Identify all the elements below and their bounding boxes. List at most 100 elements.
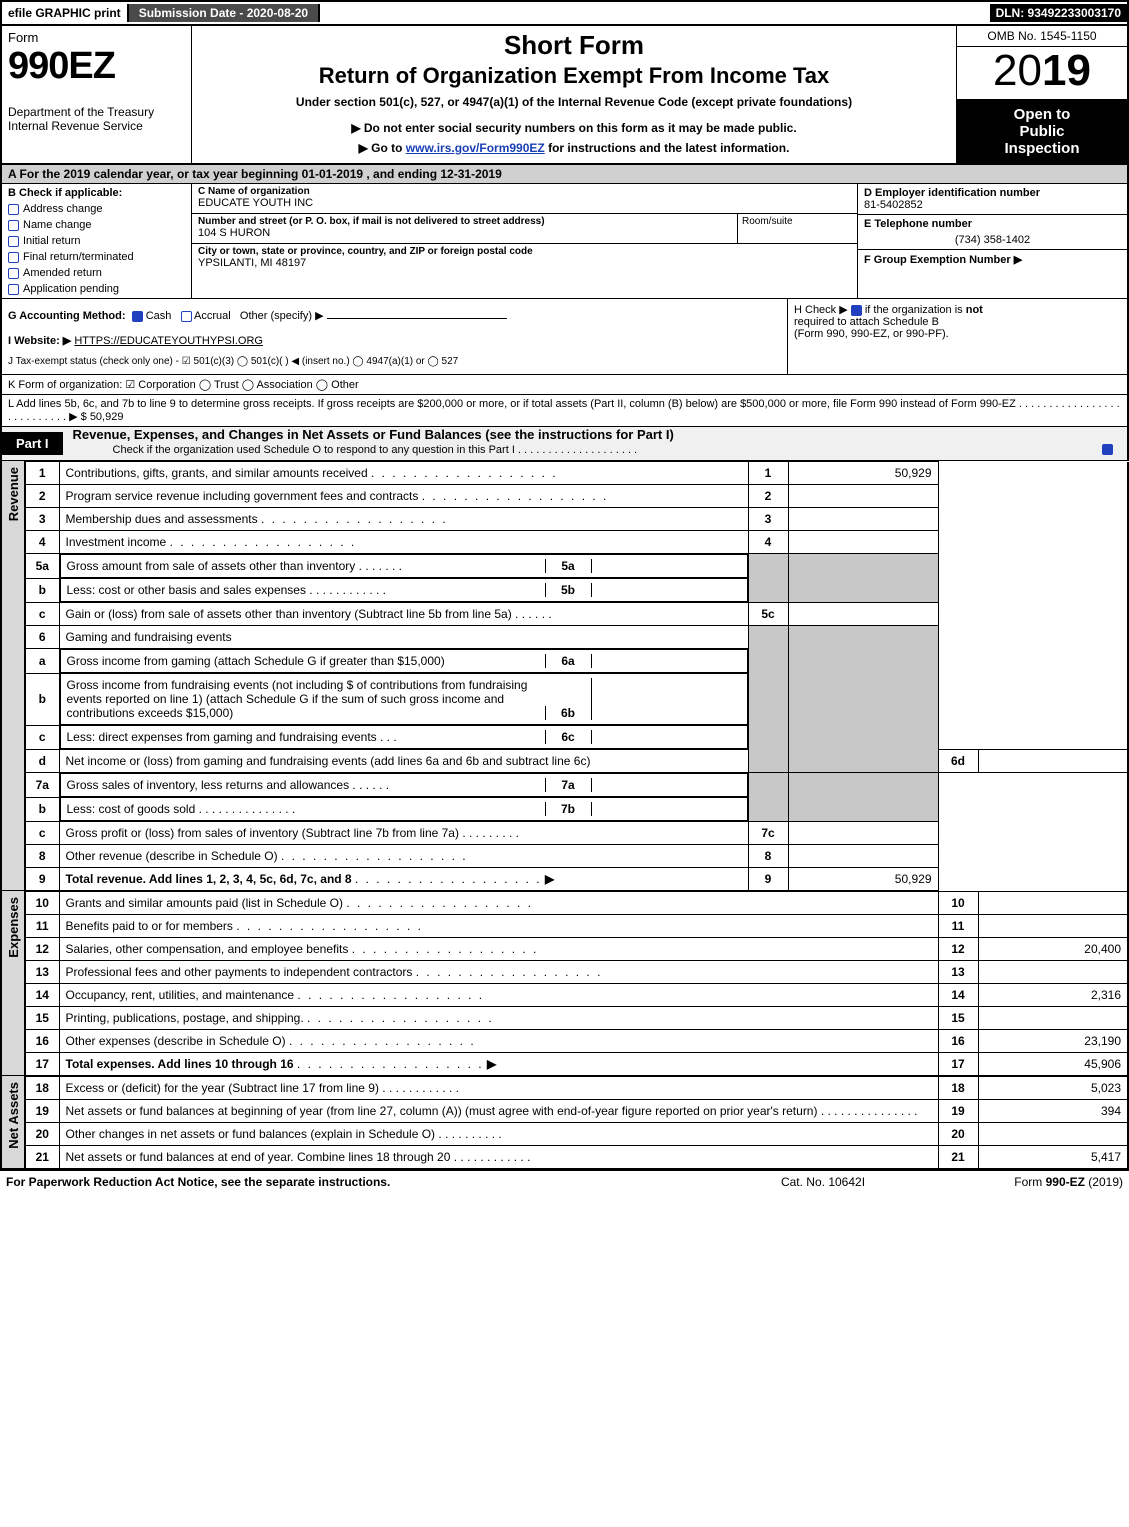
- info-block: B Check if applicable: Address change Na…: [0, 184, 1129, 299]
- row-21: 21Net assets or fund balances at end of …: [25, 1146, 1128, 1170]
- goto-post: for instructions and the latest informat…: [545, 141, 790, 155]
- row-5c: cGain or (loss) from sale of assets othe…: [25, 603, 1128, 626]
- row-13: 13Professional fees and other payments t…: [25, 961, 1128, 984]
- inspection-label: Inspection: [961, 140, 1123, 157]
- row-1: 1Contributions, gifts, grants, and simil…: [25, 462, 1128, 485]
- dln: DLN: 93492233003170: [990, 4, 1127, 22]
- l-line: L Add lines 5b, 6c, and 7b to line 9 to …: [0, 395, 1129, 427]
- under-section: Under section 501(c), 527, or 4947(a)(1)…: [202, 95, 946, 109]
- checkbox-checked-icon: [132, 311, 143, 322]
- row-7a: 7aGross sales of inventory, less returns…: [25, 773, 1128, 798]
- row-8: 8Other revenue (describe in Schedule O) …: [25, 845, 1128, 868]
- revenue-section: Revenue 1Contributions, gifts, grants, a…: [0, 461, 1129, 891]
- checkbox-icon: [8, 204, 19, 215]
- checkbox-icon: [8, 252, 19, 263]
- row-19: 19Net assets or fund balances at beginni…: [25, 1100, 1128, 1123]
- return-title: Return of Organization Exempt From Incom…: [202, 63, 946, 89]
- open-to-public: Open to Public Inspection: [957, 100, 1127, 163]
- chk-initial-return[interactable]: Initial return: [8, 235, 185, 247]
- chk-label: Address change: [23, 203, 103, 215]
- chk-label: Amended return: [23, 267, 102, 279]
- form-header: Form 990EZ Department of the Treasury In…: [0, 26, 1129, 165]
- public-label: Public: [961, 123, 1123, 140]
- part1-tab: Part I: [2, 432, 63, 455]
- section-a: A For the 2019 calendar year, or tax yea…: [0, 165, 1129, 184]
- h-sched: required to attach Schedule B: [794, 316, 939, 328]
- row-3: 3Membership dues and assessments 3: [25, 508, 1128, 531]
- checkbox-icon: [8, 220, 19, 231]
- room-suite: Room/suite: [737, 214, 857, 243]
- row-14: 14Occupancy, rent, utilities, and mainte…: [25, 984, 1128, 1007]
- g-label: G Accounting Method:: [8, 310, 126, 322]
- chk-name-change[interactable]: Name change: [8, 219, 185, 231]
- row-15: 15Printing, publications, postage, and s…: [25, 1007, 1128, 1030]
- phone: (734) 358-1402: [864, 230, 1121, 246]
- row-20: 20Other changes in net assets or fund ba…: [25, 1123, 1128, 1146]
- website[interactable]: HTTPS://EDUCATEYOUTHYPSI.ORG: [74, 335, 263, 347]
- part1-title: Revenue, Expenses, and Changes in Net As…: [63, 427, 1127, 442]
- chk-final-return[interactable]: Final return/terminated: [8, 251, 185, 263]
- revenue-table: 1Contributions, gifts, grants, and simil…: [24, 461, 1129, 891]
- row-6b: bGross income from fundraising events (n…: [25, 673, 1128, 725]
- part1-sub-text: Check if the organization used Schedule …: [113, 444, 638, 456]
- row-7b: bLess: cost of goods sold . . . . . . . …: [25, 797, 1128, 822]
- h-not: not: [966, 304, 983, 316]
- chk-label: Initial return: [23, 235, 80, 247]
- section-h: H Check ▶ if the organization is not req…: [787, 299, 1127, 374]
- h-pre: H Check ▶: [794, 304, 851, 316]
- addr-value: 104 S HURON: [192, 227, 737, 243]
- omb-number: OMB No. 1545-1150: [957, 26, 1127, 47]
- row-6c: cLess: direct expenses from gaming and f…: [25, 725, 1128, 750]
- e-label: E Telephone number: [864, 218, 1121, 230]
- city-label: City or town, state or province, country…: [192, 244, 857, 257]
- header-right: OMB No. 1545-1150 2019 Open to Public In…: [957, 26, 1127, 163]
- page-footer: For Paperwork Reduction Act Notice, see …: [0, 1170, 1129, 1193]
- k-line: K Form of organization: ☑ Corporation ◯ …: [0, 375, 1129, 395]
- row-6a: aGross income from gaming (attach Schedu…: [25, 649, 1128, 674]
- row-9: 9Total revenue. Add lines 1, 2, 3, 4, 5c…: [25, 868, 1128, 891]
- chk-label: Application pending: [23, 283, 119, 295]
- section-c: C Name of organization EDUCATE YOUTH INC…: [192, 184, 857, 298]
- irs-link[interactable]: www.irs.gov/Form990EZ: [406, 141, 545, 155]
- header-center: Short Form Return of Organization Exempt…: [192, 26, 957, 163]
- dept-treasury: Department of the Treasury: [8, 105, 185, 119]
- ein: 81-5402852: [864, 199, 1121, 211]
- row-11: 11Benefits paid to or for members 11: [25, 915, 1128, 938]
- h-forms: (Form 990, 990-EZ, or 990-PF).: [794, 328, 949, 340]
- expenses-vlabel: Expenses: [0, 891, 24, 1076]
- j-line: J Tax-exempt status (check only one) - ☑…: [8, 353, 781, 370]
- row-16: 16Other expenses (describe in Schedule O…: [25, 1030, 1128, 1053]
- netassets-table: 18Excess or (deficit) for the year (Subt…: [24, 1076, 1129, 1170]
- row-5b: bLess: cost or other basis and sales exp…: [25, 578, 1128, 603]
- expenses-table: 10Grants and similar amounts paid (list …: [24, 891, 1129, 1076]
- row-12: 12Salaries, other compensation, and empl…: [25, 938, 1128, 961]
- d-label: D Employer identification number: [864, 187, 1121, 199]
- netassets-section: Net Assets 18Excess or (deficit) for the…: [0, 1076, 1129, 1170]
- efile-print-button[interactable]: efile GRAPHIC print: [2, 4, 129, 22]
- form-number: 990EZ: [8, 47, 185, 85]
- chk-app-pending[interactable]: Application pending: [8, 283, 185, 295]
- chk-amended[interactable]: Amended return: [8, 267, 185, 279]
- chk-address-change[interactable]: Address change: [8, 203, 185, 215]
- row-17: 17Total expenses. Add lines 10 through 1…: [25, 1053, 1128, 1076]
- row-2: 2Program service revenue including gover…: [25, 485, 1128, 508]
- c-name-label: C Name of organization: [192, 184, 857, 197]
- checkbox-icon: [8, 284, 19, 295]
- form-word: Form: [8, 30, 185, 45]
- cat-no: Cat. No. 10642I: [723, 1175, 923, 1189]
- short-form-title: Short Form: [202, 30, 946, 61]
- submission-date: Submission Date - 2020-08-20: [129, 4, 320, 22]
- row-7c: cGross profit or (loss) from sales of in…: [25, 822, 1128, 845]
- revenue-vlabel: Revenue: [0, 461, 24, 891]
- expenses-section: Expenses 10Grants and similar amounts pa…: [0, 891, 1129, 1076]
- open-label: Open to: [961, 106, 1123, 123]
- chk-label: Final return/terminated: [23, 251, 134, 263]
- h-mid: if the organization is: [865, 304, 966, 316]
- row-4: 4Investment income 4: [25, 531, 1128, 554]
- donot-enter: ▶ Do not enter social security numbers o…: [202, 121, 946, 135]
- header-left: Form 990EZ Department of the Treasury In…: [2, 26, 192, 163]
- checkbox-icon: [181, 311, 192, 322]
- f-label: F Group Exemption Number ▶: [864, 253, 1121, 266]
- chk-label: Name change: [23, 219, 92, 231]
- row-6d: dNet income or (loss) from gaming and fu…: [25, 750, 1128, 773]
